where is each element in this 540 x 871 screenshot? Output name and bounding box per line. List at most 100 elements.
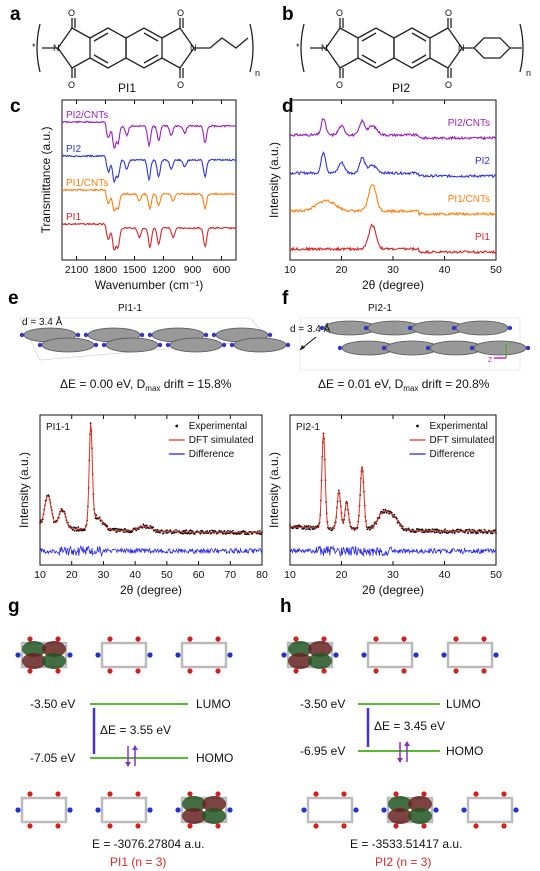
x-tick-label: 1200: [152, 264, 176, 276]
svg-text:O: O: [336, 8, 343, 18]
pi1-energy-diagram: -3.50 eV -7.05 eV LUMO HOMO ΔE = 3.55 eV…: [30, 697, 233, 869]
o-atom: [393, 823, 399, 829]
series-label: PI1: [66, 212, 81, 223]
orbital-molecule: [361, 636, 419, 674]
experimental-point: [205, 532, 208, 535]
n-atom: [433, 807, 439, 813]
orbital-lobe: [42, 653, 66, 669]
n-atom: [229, 342, 235, 348]
n-atom: [441, 652, 447, 658]
experimental-point: [495, 532, 497, 535]
experimental-point: [467, 532, 470, 534]
experimental-point: [135, 529, 138, 532]
pi2-energy-diagram: -3.50 eV -6.95 eV LUMO HOMO ΔE = 3.45 eV…: [300, 697, 483, 869]
orbital-lobe: [182, 808, 206, 824]
pi1-total-energy: E = -3076.27804 a.u.: [92, 837, 204, 851]
experimental-point: [382, 508, 385, 511]
o-atom: [341, 823, 347, 829]
experimental-point: [141, 526, 144, 529]
svg-text:O: O: [177, 80, 184, 90]
n-atom: [337, 345, 343, 351]
n-atom: [493, 652, 499, 658]
ring-system: [180, 796, 228, 824]
orbital-molecule: [15, 636, 73, 674]
experimental-point: [238, 533, 241, 535]
x-tick-label: 50: [490, 569, 502, 581]
experimental-point: [305, 528, 307, 530]
svg-text:O: O: [336, 80, 343, 90]
experimental-point: [159, 531, 161, 534]
orbital-molecule: [15, 791, 73, 829]
experimental-point: [115, 531, 118, 534]
experimental-point: [166, 529, 168, 532]
experimental-point: [368, 526, 371, 528]
experimental-point: [73, 526, 75, 528]
x-tick-label: 30: [98, 569, 110, 581]
n-atom: [267, 332, 273, 338]
experimental-point: [444, 528, 446, 531]
o-atom: [481, 636, 487, 642]
orbital-molecule: [381, 791, 439, 829]
experimental-point: [152, 526, 155, 529]
ring-system: [466, 796, 514, 824]
experimental-point: [309, 528, 311, 531]
pi2-1-xrd-fit: 10 20 30 40 50 2θ (degree) Intensity (a.u.) PI2…: [267, 414, 502, 597]
n-atom: [381, 807, 387, 813]
legend-label: Difference: [429, 449, 475, 460]
experimental-point: [137, 528, 140, 530]
experimental-point: [223, 530, 226, 532]
experimental-point: [256, 532, 258, 535]
experimental-point: [113, 527, 116, 530]
n-atom: [227, 807, 233, 813]
x-tick-label: 30: [387, 264, 399, 276]
series-label: PI1: [475, 232, 490, 243]
o-atom: [373, 668, 379, 674]
experimental-point: [126, 530, 129, 533]
x-axis-title: 2θ (degree): [120, 583, 182, 597]
arrowhead: [397, 758, 403, 763]
panel-label-c: c: [10, 96, 21, 117]
experimental-point: [260, 532, 263, 535]
n-atom: [451, 325, 457, 331]
o-atom: [421, 791, 427, 797]
pi1-orbitals: [15, 636, 233, 829]
n-atom: [513, 807, 519, 813]
experimental-point: [470, 531, 473, 534]
experimental-point: [236, 532, 239, 535]
n-atom: [363, 325, 369, 331]
o-atom: [107, 636, 113, 642]
orbital-molecule: [301, 791, 359, 829]
experimental-point: [114, 527, 117, 530]
ring-system: [20, 796, 68, 824]
svg-text:d = 3.4 Å: d = 3.4 Å: [22, 315, 63, 328]
n-atom: [15, 652, 21, 658]
series-line: [289, 223, 497, 255]
svg-text:O: O: [68, 8, 75, 18]
experimental-point: [155, 531, 157, 533]
o-atom: [293, 636, 299, 642]
pi2-orbitals: [281, 636, 519, 829]
experimental-point: [295, 527, 298, 530]
experimental-point: [209, 529, 211, 532]
n-atom: [507, 325, 513, 331]
x-tick-label: 70: [224, 569, 236, 581]
experimental-point: [256, 530, 259, 533]
n-atom: [175, 807, 181, 813]
experimental-point: [451, 531, 454, 534]
experimental-point: [187, 532, 190, 534]
x-tick-label: 50: [490, 264, 502, 276]
orbital-molecule: [175, 636, 233, 674]
experimental-point: [331, 528, 334, 531]
series-line: [61, 154, 237, 184]
ftir-chart: 2100 1800 1500 1200 900 600 Wavenumber (cm⁻¹) T…: [39, 99, 237, 292]
svg-text:N: N: [190, 43, 197, 53]
experimental-point: [439, 532, 442, 534]
experimental-point: [445, 532, 448, 534]
pi2-label: PI2: [392, 81, 410, 95]
o-atom: [107, 791, 113, 797]
experimental-point: [162, 532, 165, 535]
plot-frame: [39, 414, 263, 566]
experimental-point: [169, 529, 172, 531]
experimental-point: [443, 531, 446, 533]
x-tick-label: 900: [184, 264, 202, 276]
